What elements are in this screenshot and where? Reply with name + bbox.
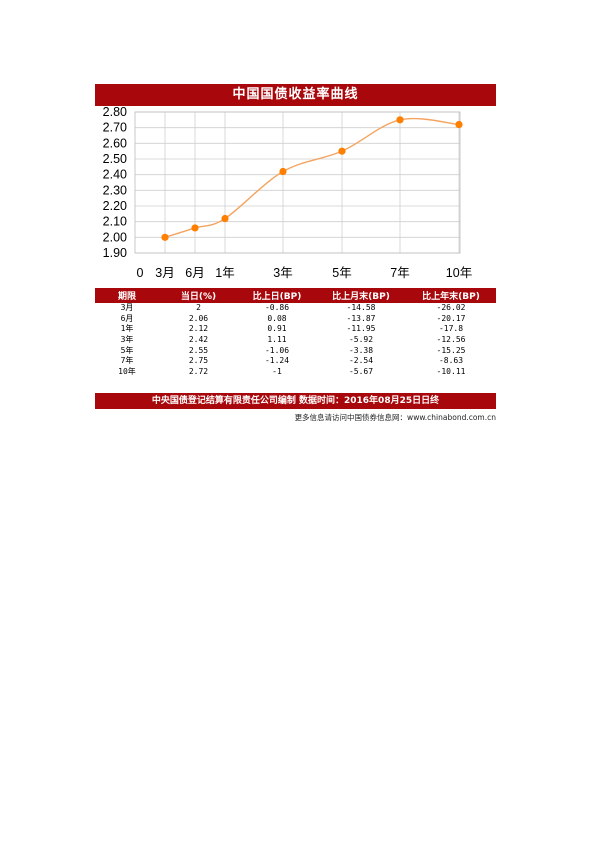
cell-term: 1年 bbox=[120, 324, 134, 334]
y-tick-label: 2.70 bbox=[103, 121, 127, 135]
cell-vs-year-end: -26.02 bbox=[436, 303, 466, 313]
cell-term: 7年 bbox=[120, 356, 134, 366]
data-point-3年 bbox=[279, 167, 287, 176]
cell-vs-month-end: -14.58 bbox=[346, 303, 376, 313]
cell-vs-year-end: -15.25 bbox=[436, 345, 466, 355]
cell-vs-prev-day: -1.24 bbox=[264, 356, 290, 366]
data-point-7年 bbox=[396, 116, 404, 124]
header-vs-month-end: 比上月末(BP) bbox=[316, 288, 406, 303]
y-tick-label: 2.00 bbox=[103, 230, 127, 244]
cell-vs-year-end: -20.17 bbox=[436, 313, 466, 323]
y-tick-label: 2.50 bbox=[103, 152, 127, 166]
cell-vs-prev-day: -1.06 bbox=[264, 345, 290, 355]
cell-term: 10年 bbox=[118, 366, 136, 376]
x-tick-label: 1年 bbox=[215, 266, 234, 280]
cell-vs-prev-day: 1.11 bbox=[267, 335, 287, 345]
x-tick-label: 10年 bbox=[446, 266, 472, 280]
chart-tick-labels: 1.90 2.002.10 2.20 2.302.40 2.50 2.602.70 2.80… bbox=[103, 106, 473, 280]
yield-curve-chart: 1.90 2.002.10 2.20 2.302.40 2.50 2.602.70 2.80… bbox=[103, 106, 473, 280]
table-row: 1年 2.12 0.91 -11.95 -17.8 bbox=[95, 324, 496, 335]
cell-vs-prev-day: -1 bbox=[272, 366, 282, 376]
table-row: 7年 2.75 -1.24 -2.54 -8.63 bbox=[95, 356, 496, 367]
cell-today: 2.75 bbox=[188, 356, 209, 366]
cell-vs-month-end: -11.95 bbox=[346, 324, 376, 334]
cell-vs-year-end: -8.63 bbox=[438, 356, 464, 366]
y-tick-label: 2.60 bbox=[103, 136, 127, 150]
cell-today: 2.06 bbox=[188, 313, 209, 323]
x-tick-label: 3月 bbox=[155, 266, 174, 280]
chart-grid bbox=[135, 111, 460, 254]
y-tick-label: 2.10 bbox=[103, 215, 127, 229]
cell-vs-prev-day: -0.86 bbox=[264, 303, 290, 313]
cell-vs-month-end: -5.67 bbox=[348, 366, 374, 376]
cell-today: 2.42 bbox=[188, 335, 209, 345]
cell-term: 5年 bbox=[120, 345, 134, 355]
cell-today: 2.12 bbox=[188, 324, 209, 334]
cell-vs-month-end: -13.87 bbox=[346, 313, 376, 323]
cell-term: 3月 bbox=[120, 303, 134, 313]
cell-vs-year-end: -17.8 bbox=[438, 324, 464, 334]
chart-series bbox=[161, 116, 463, 241]
chart-title: 中国国债收益率曲线 bbox=[95, 84, 496, 106]
yield-curve-line bbox=[164, 117, 460, 239]
data-point-6月 bbox=[191, 224, 199, 232]
cell-vs-year-end: -12.56 bbox=[436, 335, 466, 345]
cell-vs-prev-day: 0.08 bbox=[267, 313, 287, 323]
header-today: 当日(%) bbox=[159, 288, 238, 303]
cell-vs-month-end: -2.54 bbox=[348, 356, 374, 366]
y-tick-label: 2.80 bbox=[103, 106, 127, 119]
source-footer: 中央国债登记结算有限责任公司编制 数据时间：2016年08月25日日终 bbox=[95, 393, 496, 409]
x-tick-label: 0 bbox=[137, 266, 144, 280]
cell-vs-year-end: -10.11 bbox=[436, 366, 466, 376]
cell-vs-prev-day: 0.91 bbox=[267, 324, 287, 334]
cell-term: 3年 bbox=[120, 335, 134, 345]
table-row: 3月 2 -0.86 -14.58 -26.02 bbox=[95, 303, 496, 314]
plot-frame bbox=[134, 111, 461, 254]
table-row: 3年 2.42 1.11 -5.92 -12.56 bbox=[95, 335, 496, 346]
data-point-10年 bbox=[455, 120, 463, 129]
more-info-link[interactable]: 更多信息请访问中国债券信息网：www.chinabond.com.cn bbox=[294, 413, 496, 422]
x-tick-label: 6月 bbox=[185, 266, 204, 280]
y-tick-label: 2.40 bbox=[103, 168, 127, 182]
y-tick-label: 1.90 bbox=[103, 246, 127, 260]
chart-axes bbox=[134, 111, 461, 254]
cell-today: 2 bbox=[196, 303, 201, 313]
y-tick-label: 2.30 bbox=[103, 183, 127, 197]
header-vs-prev-day: 比上日(BP) bbox=[238, 288, 316, 303]
cell-today: 2.55 bbox=[188, 345, 209, 355]
header-vs-year-end: 比上年末(BP) bbox=[406, 288, 496, 303]
cell-vs-month-end: -3.38 bbox=[348, 345, 374, 355]
x-tick-label: 3年 bbox=[273, 266, 292, 280]
table-header-row: 期限 当日(%) 比上日(BP) 比上月末(BP) 比上年末(BP) bbox=[95, 288, 496, 303]
yield-table: 期限 当日(%) 比上日(BP) 比上月末(BP) 比上年末(BP) 3月 2 … bbox=[95, 288, 496, 377]
table-row: 10年 2.72 -1 -5.67 -10.11 bbox=[95, 367, 496, 378]
cell-term: 6月 bbox=[120, 313, 134, 323]
table-row: 5年 2.55 -1.06 -3.38 -15.25 bbox=[95, 345, 496, 356]
y-tick-label: 2.20 bbox=[103, 199, 127, 213]
data-point-5年 bbox=[338, 147, 346, 155]
header-term: 期限 bbox=[95, 288, 159, 303]
table-row: 6月 2.06 0.08 -13.87 -20.17 bbox=[95, 314, 496, 325]
cell-vs-month-end: -5.92 bbox=[348, 335, 374, 345]
x-tick-label: 7年 bbox=[390, 266, 409, 280]
data-point-3月 bbox=[161, 233, 169, 241]
data-point-1年 bbox=[221, 214, 229, 223]
cell-today: 2.72 bbox=[188, 366, 209, 376]
x-tick-label: 5年 bbox=[332, 266, 351, 280]
